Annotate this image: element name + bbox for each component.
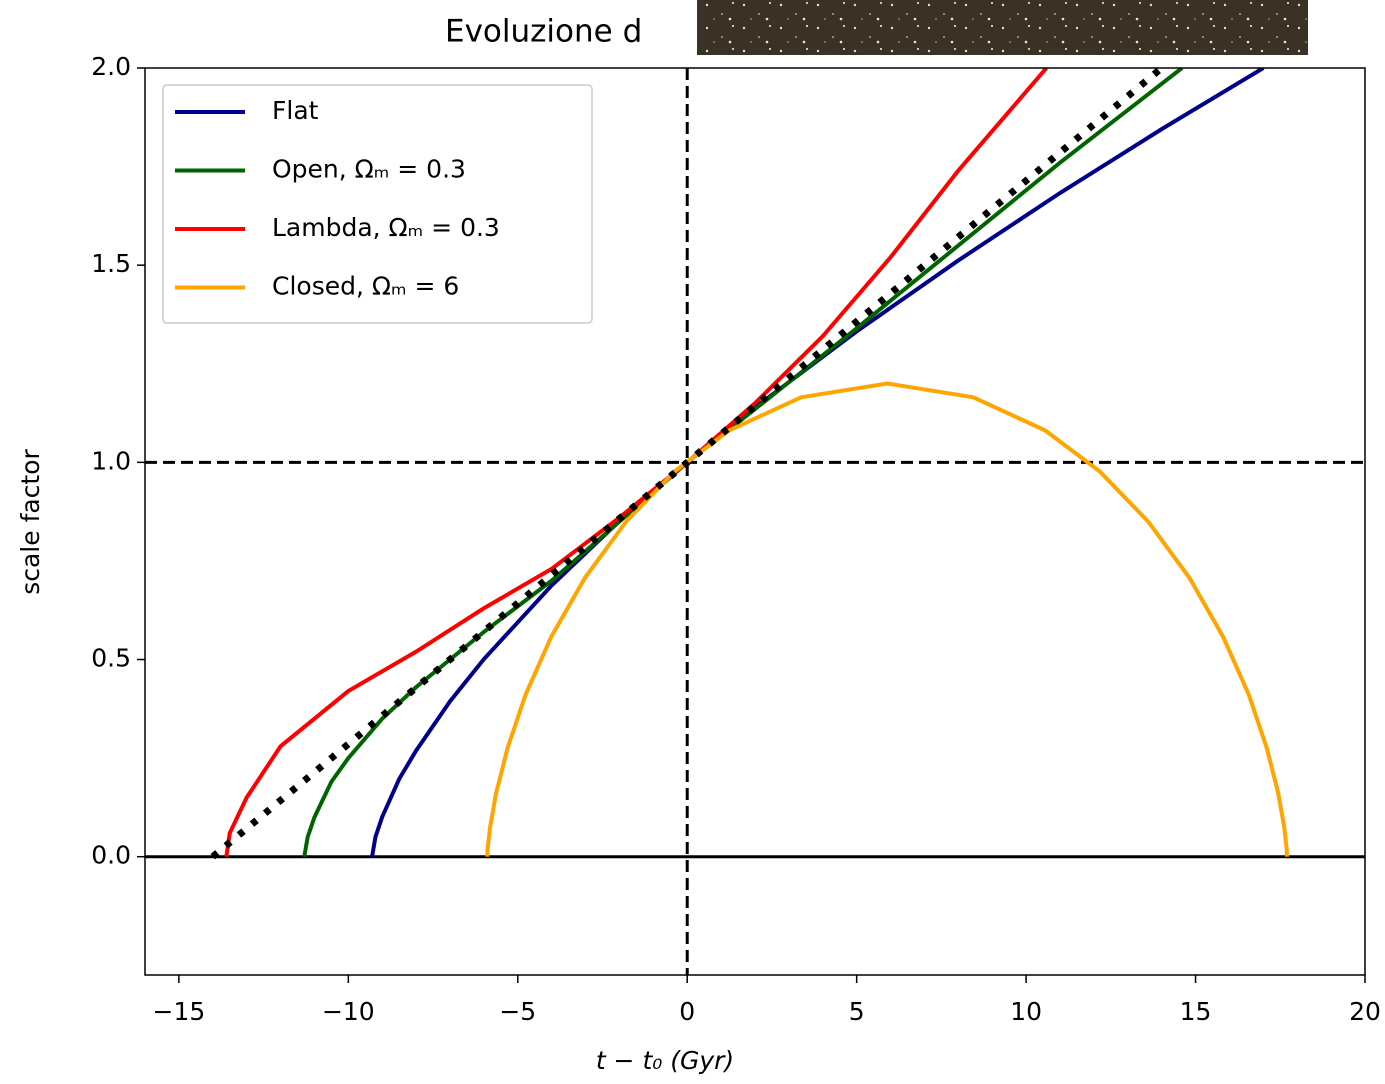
x-tick-label: 15 [1180, 997, 1212, 1026]
legend-label: Open, Ωₘ = 0.3 [272, 155, 466, 184]
y-tick-label: 2.0 [91, 52, 131, 81]
y-tick-label: 0.5 [91, 644, 131, 673]
y-tick-label: 1.5 [91, 249, 131, 278]
x-tick-label: 5 [849, 997, 865, 1026]
legend-box [162, 84, 593, 324]
legend-label: Lambda, Ωₘ = 0.3 [272, 213, 500, 242]
series-line [224, 68, 1048, 857]
x-axis-label: t − t₀ (Gyr) [596, 1046, 734, 1075]
legend-label: Flat [272, 96, 319, 125]
plot-frame [144, 67, 1366, 976]
chart-title: Evoluzione d [445, 14, 642, 50]
x-tick-label: 10 [1010, 997, 1042, 1026]
x-tick-label: −10 [322, 997, 375, 1026]
x-tick-label: −5 [499, 997, 536, 1026]
overlay-image [697, 0, 1308, 55]
x-tick-label: −15 [153, 997, 206, 1026]
series-line [210, 68, 1164, 860]
y-axis-label: scale factor [16, 448, 45, 594]
legend-label: Closed, Ωₘ = 6 [272, 272, 459, 301]
plot-area [145, 68, 1365, 975]
x-tick-label: 20 [1349, 997, 1381, 1026]
x-tick-label: 0 [679, 997, 695, 1026]
y-tick-label: 1.0 [91, 446, 131, 475]
series-line [485, 381, 1290, 857]
legend: Flat Open, Ωₘ = 0.3 Lambda, Ωₘ = 0.3 Closed… [162, 84, 593, 324]
y-tick-label: 0.0 [91, 841, 131, 870]
